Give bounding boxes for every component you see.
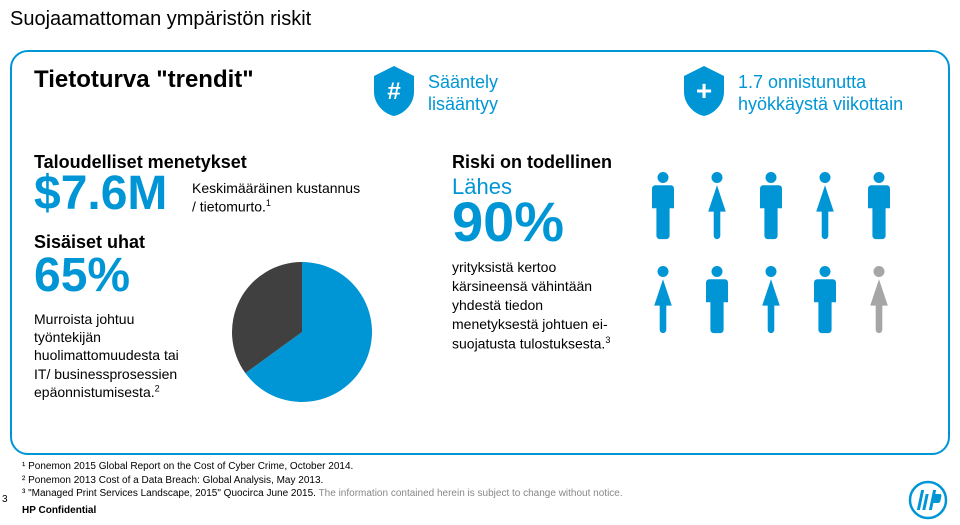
attacks-text: 1.7 onnistunutta hyökkäystä viikottain: [738, 72, 948, 115]
main-card: Tietoturva "trendit" # Sääntely lisäänty…: [10, 50, 950, 455]
risk-pct: 90%: [452, 194, 564, 250]
svg-text:#: #: [387, 78, 400, 105]
risk-heading: Riski on todellinen: [452, 152, 612, 173]
risk-desc-text: yrityksistä kertoo kärsineensä vähintään…: [452, 259, 608, 351]
confidential-label: HP Confidential: [22, 505, 96, 516]
threats-pct: 65%: [34, 252, 130, 300]
page-title: Suojaamattoman ympäristön riskit: [10, 8, 311, 31]
regulation-text: Sääntely lisääntyy: [428, 72, 572, 115]
top-icon-row: # Sääntely lisääntyy + 1.7 onnistunutta …: [372, 66, 948, 121]
risk-desc: yrityksistä kertoo kärsineensä vähintään…: [452, 258, 612, 353]
footnote-3b: The information contained herein is subj…: [319, 488, 623, 499]
svg-text:+: +: [696, 75, 712, 106]
footnote-2: ² Ponemon 2013 Cost of a Data Breach: Gl…: [22, 474, 623, 488]
people-grid-infographic: [652, 172, 932, 372]
hash-shield-icon: #: [372, 66, 416, 121]
footnotes: ¹ Ponemon 2015 Global Report on the Cost…: [22, 460, 623, 501]
plus-shield-icon: +: [682, 66, 726, 121]
dollar-desc-l1: Keskimääräinen kustannus: [192, 180, 360, 196]
regulation-block: # Sääntely lisääntyy: [372, 66, 572, 121]
dollar-value: $7.6M: [34, 170, 167, 218]
dollar-desc-l2: / tietomurto.: [192, 198, 266, 214]
internal-threats-pie: [222, 252, 382, 412]
footnote-1: ¹ Ponemon 2015 Global Report on the Cost…: [22, 460, 623, 474]
footnote-3a: ³ "Managed Print Services Landscape, 201…: [22, 488, 316, 499]
footnote-3: ³ "Managed Print Services Landscape, 201…: [22, 487, 623, 501]
dollar-desc: Keskimääräinen kustannus / tietomurto.1: [192, 180, 362, 216]
hp-logo-icon: [908, 480, 948, 525]
attacks-block: + 1.7 onnistunutta hyökkäystä viikottain: [682, 66, 948, 121]
page-number: 3: [2, 494, 8, 505]
threats-desc: Murroista johtuu työntekijän huolimattom…: [34, 310, 194, 401]
